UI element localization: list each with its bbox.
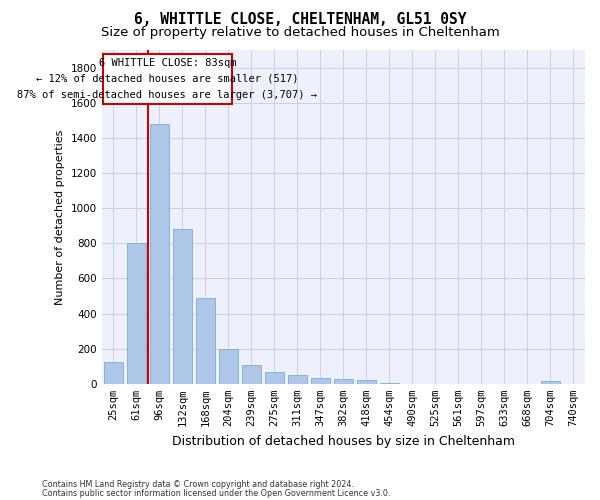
Bar: [218, 348, 238, 384]
Bar: [265, 372, 284, 384]
X-axis label: Distribution of detached houses by size in Cheltenham: Distribution of detached houses by size …: [172, 434, 515, 448]
Bar: [541, 381, 560, 384]
Bar: [311, 378, 330, 384]
Text: 6 WHITTLE CLOSE: 83sqm: 6 WHITTLE CLOSE: 83sqm: [99, 58, 236, 68]
Text: Contains public sector information licensed under the Open Government Licence v3: Contains public sector information licen…: [42, 488, 391, 498]
Bar: [380, 383, 399, 384]
Bar: [103, 54, 232, 104]
Bar: [149, 124, 169, 384]
Text: ← 12% of detached houses are smaller (517): ← 12% of detached houses are smaller (51…: [36, 74, 299, 84]
Y-axis label: Number of detached properties: Number of detached properties: [55, 129, 65, 304]
Text: 87% of semi-detached houses are larger (3,707) →: 87% of semi-detached houses are larger (…: [17, 90, 317, 101]
Text: 6, WHITTLE CLOSE, CHELTENHAM, GL51 0SY: 6, WHITTLE CLOSE, CHELTENHAM, GL51 0SY: [134, 12, 466, 28]
Bar: [287, 375, 307, 384]
Bar: [356, 380, 376, 384]
Bar: [127, 244, 146, 384]
Bar: [173, 229, 192, 384]
Text: Size of property relative to detached houses in Cheltenham: Size of property relative to detached ho…: [101, 26, 499, 39]
Bar: [242, 366, 261, 384]
Bar: [104, 362, 123, 384]
Bar: [334, 378, 353, 384]
Bar: [196, 298, 215, 384]
Text: Contains HM Land Registry data © Crown copyright and database right 2024.: Contains HM Land Registry data © Crown c…: [42, 480, 354, 489]
